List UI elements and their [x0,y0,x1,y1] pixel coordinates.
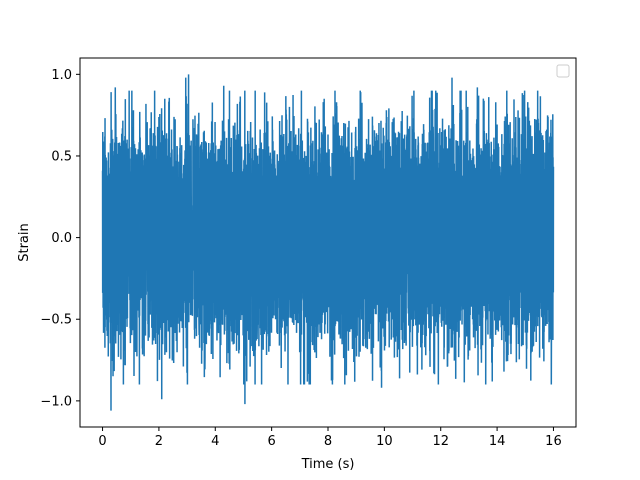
x-tick-label: 16 [545,434,562,449]
x-tick-label: 14 [489,434,506,449]
y-axis: −1.0 −0.5 0.0 0.5 1.0 [40,68,80,409]
x-axis-label: Time (s) [301,457,355,472]
x-tick-label: 8 [324,434,332,449]
x-tick-label: 12 [432,434,449,449]
plot-area [101,74,555,411]
y-tick-label: 0.0 [51,231,72,246]
y-tick-label: 0.5 [51,149,72,164]
axes-frame [79,57,577,428]
x-tick-label: 4 [211,434,219,449]
x-tick-label: 2 [155,434,163,449]
x-axis: 0 2 4 6 8 10 12 14 16 [98,427,562,449]
strain-series-line [101,74,555,411]
y-tick-label: −1.0 [40,394,72,409]
x-tick-label: 6 [267,434,275,449]
x-tick-label: 10 [376,434,393,449]
y-tick-label: 1.0 [51,68,72,83]
y-tick-label: −0.5 [40,313,72,328]
y-axis-label: Strain [17,223,32,262]
x-tick-label: 0 [98,434,106,449]
legend-box [556,64,570,78]
